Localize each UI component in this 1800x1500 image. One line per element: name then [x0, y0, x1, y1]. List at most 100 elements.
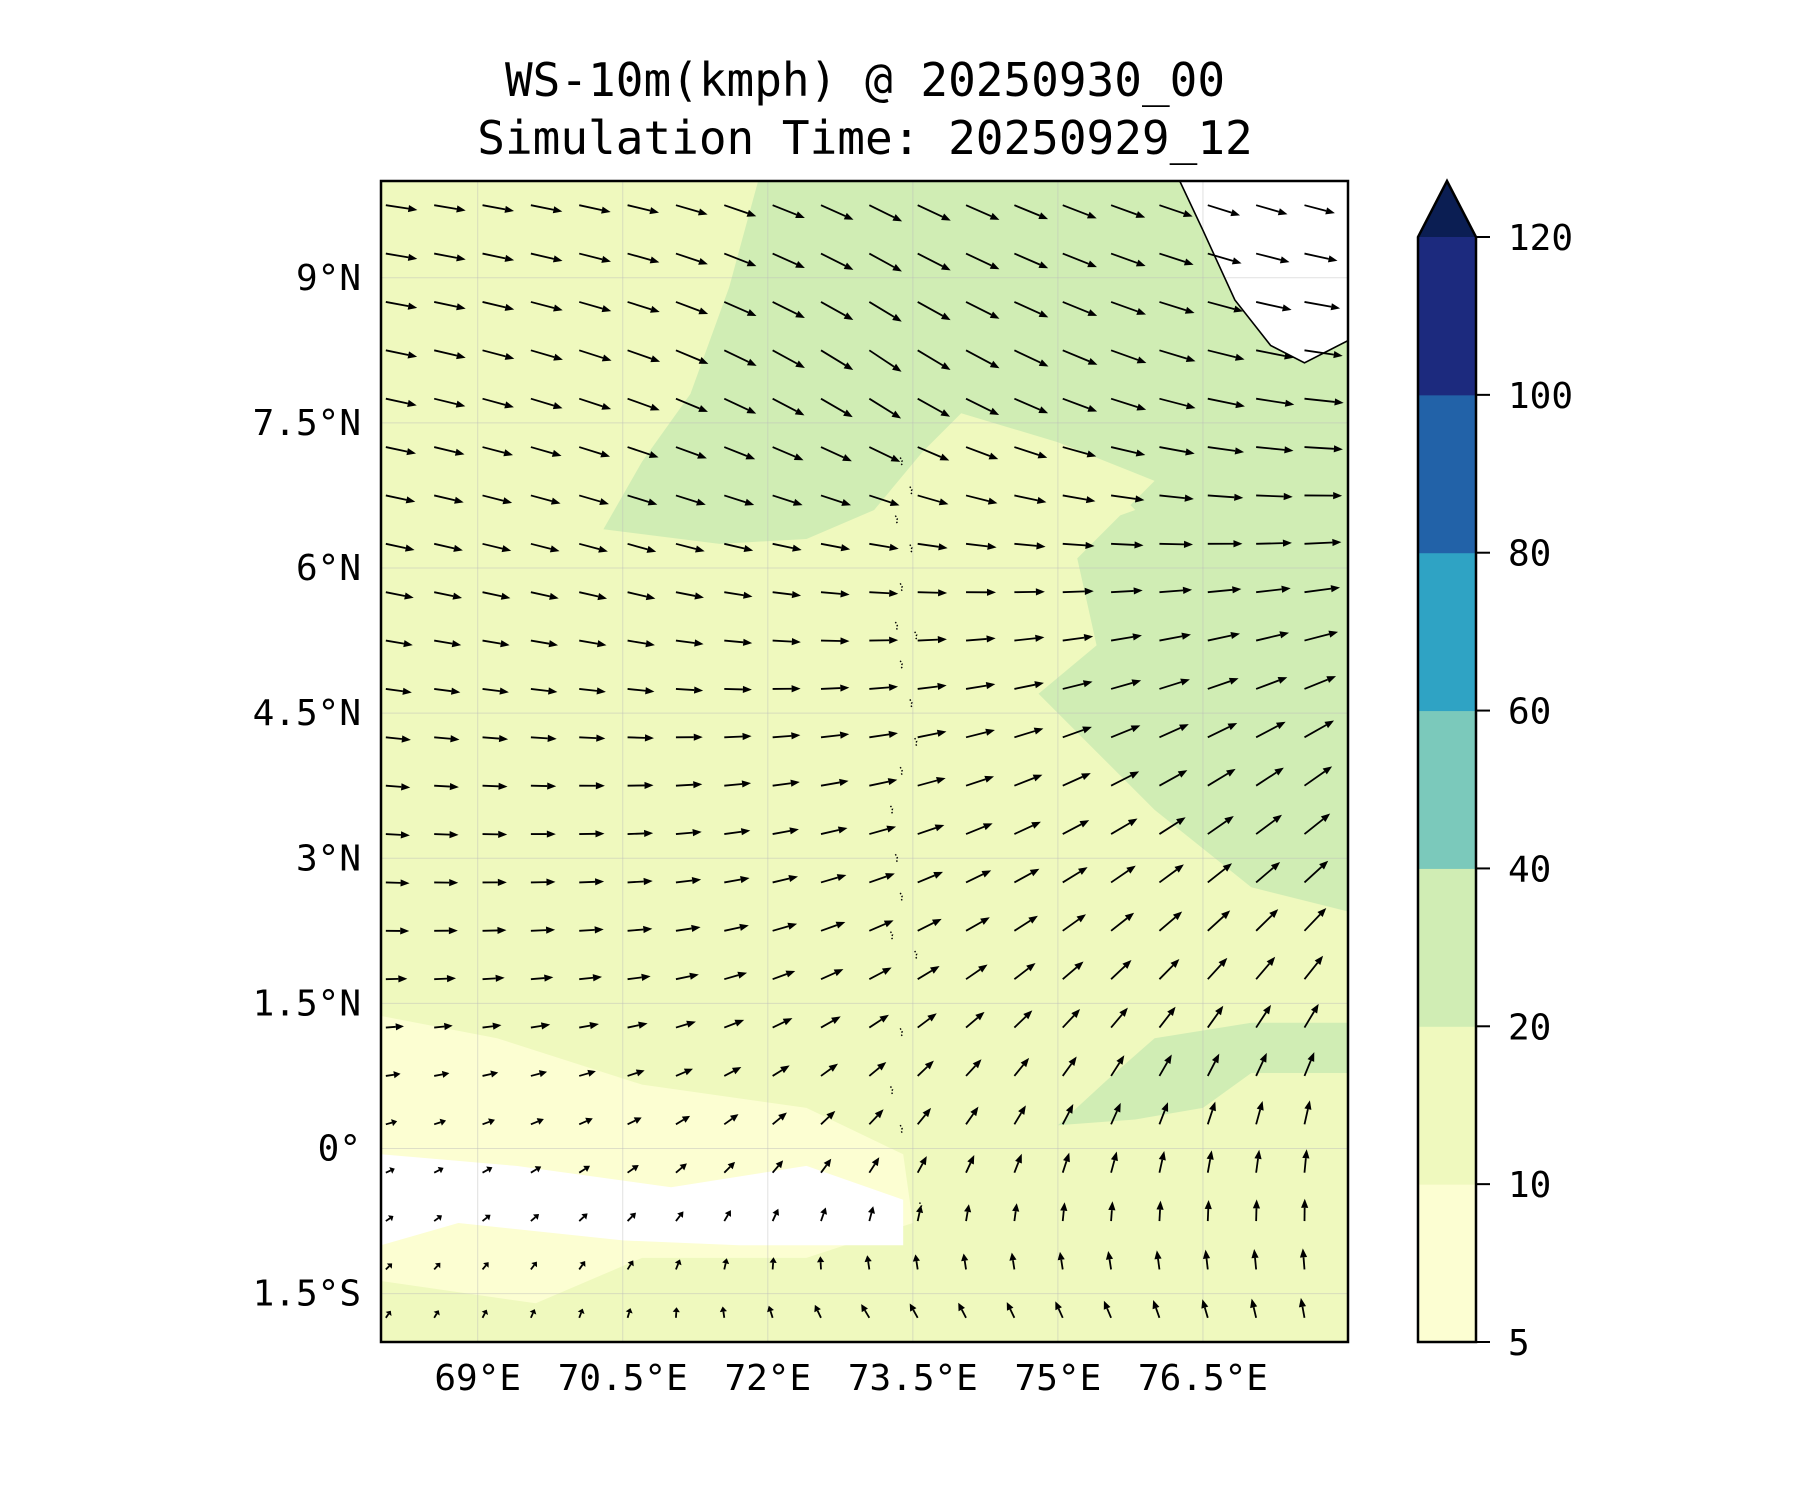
wind-arrow [1159, 494, 1194, 502]
wind-arrow-head [924, 1060, 934, 1070]
wind-arrow-shaft [482, 639, 501, 645]
wind-arrow-shaft [820, 1116, 830, 1125]
wind-arrow [1110, 494, 1145, 503]
wind-arrow-shaft [1110, 727, 1133, 739]
wind-arrow-head [934, 824, 945, 832]
wind-arrow-shaft [772, 925, 789, 932]
wind-arrow [530, 974, 554, 982]
wind-arrow [627, 877, 653, 886]
wind-arrow [965, 728, 995, 739]
wind-arrow [1207, 349, 1245, 361]
wind-arrow-head [1181, 632, 1191, 640]
wind-arrow-shaft [385, 301, 409, 308]
wind-arrow-shaft [1207, 820, 1227, 835]
wind-arrow-shaft [1158, 1061, 1169, 1077]
wind-arrow-head [644, 734, 654, 742]
wind-arrow-head [456, 303, 466, 311]
wind-arrow-head [892, 313, 902, 322]
wind-arrow-shaft [530, 977, 545, 981]
wind-arrow-shaft [1062, 729, 1084, 739]
wind-arrow-head [892, 214, 903, 222]
wind-arrow-shaft [1304, 446, 1334, 450]
wind-arrow-head [1110, 1151, 1118, 1162]
wind-arrow [530, 397, 563, 410]
wind-arrow-shaft [1207, 494, 1235, 499]
wind-arrow-shaft [915, 1261, 919, 1270]
wind-arrow-shaft [917, 591, 939, 594]
wind-arrow-head [1325, 207, 1335, 215]
wind-arrow [820, 301, 854, 320]
wind-arrow-head [649, 207, 660, 215]
wind-arrow-head [552, 206, 563, 214]
wind-arrow [434, 831, 459, 839]
wind-arrow [772, 494, 803, 506]
wind-arrow-shaft [530, 446, 554, 455]
wind-arrow-head [595, 782, 605, 790]
wind-arrow-head [538, 1070, 548, 1078]
wind-arrow-head [1018, 1105, 1026, 1115]
wind-arrow-head [679, 1163, 687, 1171]
wind-arrow-head [1185, 448, 1195, 456]
wind-arrow-shaft [917, 685, 938, 690]
wind-arrow-head [1074, 961, 1084, 971]
wind-arrow [627, 925, 653, 934]
wind-arrow-shaft [965, 349, 992, 365]
wind-arrow [1256, 585, 1291, 594]
wind-arrow-shaft [1207, 634, 1232, 642]
wind-arrow-shaft [772, 1069, 783, 1077]
wind-arrow [1014, 494, 1047, 504]
wind-arrow-head [941, 263, 951, 271]
wind-arrow-head [1283, 492, 1293, 501]
wind-arrow-shaft [675, 1118, 685, 1126]
wind-arrow-head [439, 1118, 447, 1126]
wind-arrow [1062, 252, 1097, 268]
wind-arrow-head [698, 257, 708, 265]
wind-arrow-shaft [1303, 1108, 1309, 1125]
wind-arrow [1110, 771, 1140, 787]
wind-arrow-shaft [723, 1214, 729, 1222]
wind-arrow-head [1314, 955, 1324, 965]
wind-arrow [1255, 767, 1284, 787]
colorbar-tick-label: 60 [1508, 692, 1551, 733]
wind-arrow [1158, 1054, 1172, 1077]
wind-arrow [675, 686, 704, 694]
wind-arrow [433, 494, 464, 504]
wind-arrow-shaft [723, 1263, 727, 1270]
wind-arrow-shaft [722, 1311, 726, 1318]
wind-arrow-head [686, 1020, 696, 1028]
wind-arrow-shaft [627, 832, 645, 835]
wind-arrow [820, 1207, 828, 1222]
wind-arrow-head [585, 1117, 593, 1125]
wind-arrow-head [817, 1256, 825, 1263]
wind-arrow [1206, 1150, 1214, 1173]
wind-arrow-shaft [385, 542, 406, 549]
wind-arrow-head [843, 409, 853, 418]
wind-arrow-shaft [1110, 397, 1138, 408]
wind-arrow [434, 591, 463, 600]
wind-arrow [627, 829, 654, 838]
wind-arrow-shaft [434, 977, 448, 981]
wind-arrow [675, 781, 703, 789]
wind-arrow-shaft [1206, 1159, 1212, 1173]
wind-arrow-head [600, 450, 611, 458]
wind-arrow [1110, 446, 1146, 457]
wind-arrow-shaft [820, 349, 847, 367]
wind-arrow-shaft [1014, 397, 1041, 411]
wind-arrow [482, 926, 507, 935]
wind-arrow [724, 494, 755, 506]
wind-arrow-head [540, 1022, 551, 1030]
wind-arrow-head [499, 687, 509, 695]
wind-arrow-shaft [772, 1117, 782, 1126]
wind-arrow-shaft [917, 779, 938, 787]
wind-arrow-head [727, 1161, 735, 1170]
wind-arrow-shaft [626, 1312, 631, 1319]
wind-arrow [723, 1019, 745, 1029]
wind-arrow [917, 871, 944, 884]
wind-arrow-shaft [820, 972, 836, 981]
wind-arrow-head [407, 399, 417, 407]
wind-arrow-head [1227, 722, 1238, 731]
wind-arrow-shaft [1062, 349, 1090, 363]
wind-arrow [579, 542, 608, 553]
wind-arrow [675, 1020, 696, 1029]
wind-arrow-shaft [1207, 252, 1234, 262]
